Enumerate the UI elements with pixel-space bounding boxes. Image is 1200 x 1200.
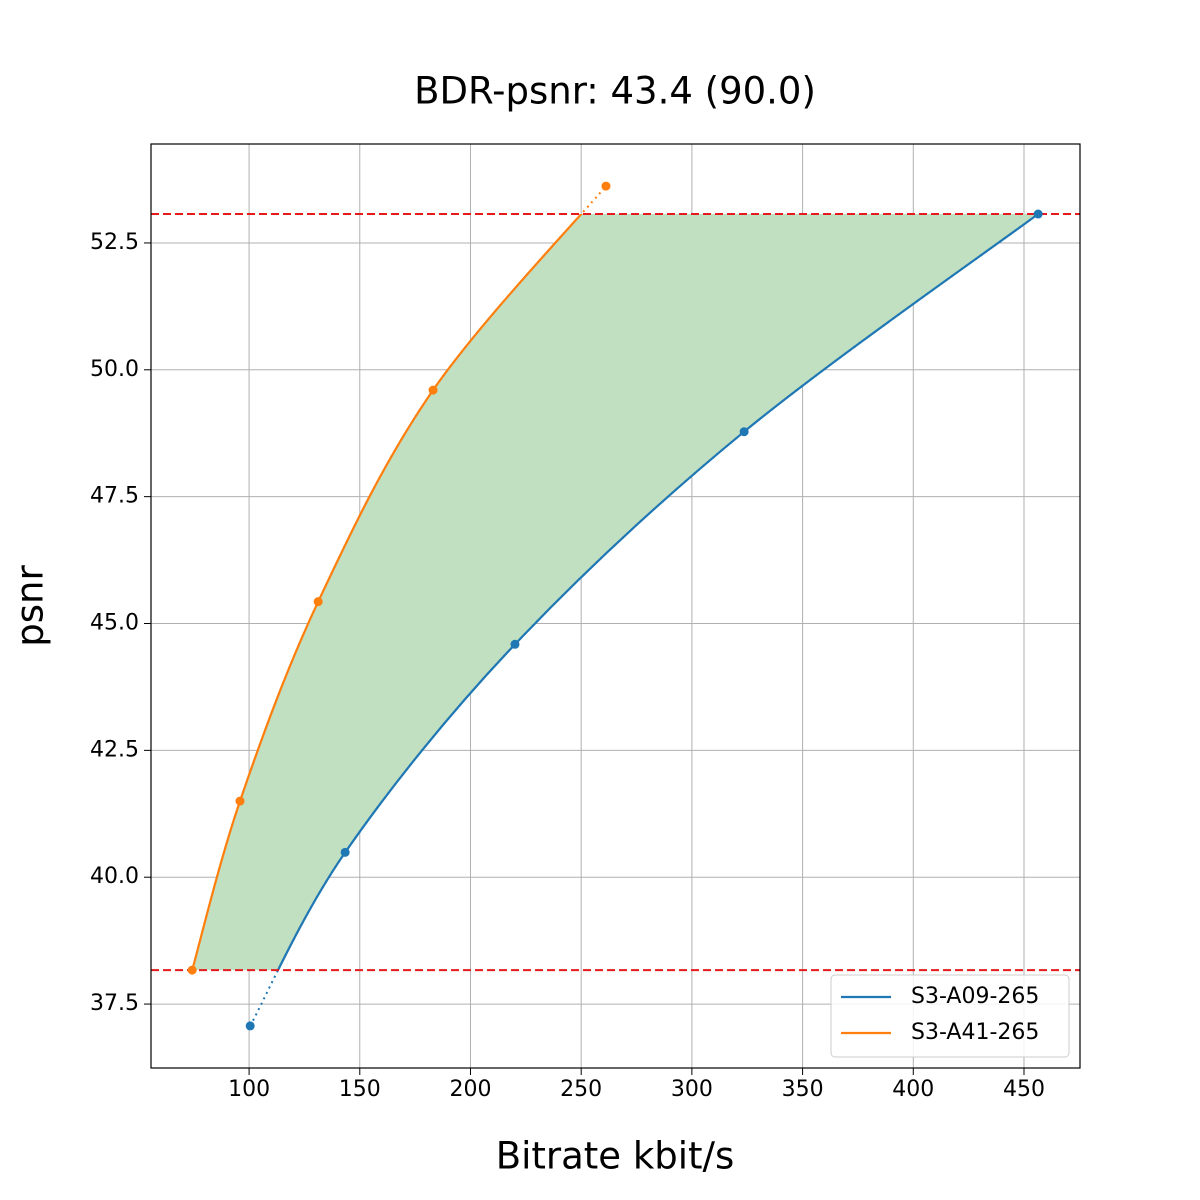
plot-frame	[150, 143, 1081, 1069]
y-axis-label: psnr	[9, 565, 52, 647]
chart-title: BDR-psnr: 43.4 (90.0)	[414, 70, 816, 113]
y-tick-label: 45.0	[90, 611, 139, 636]
point	[739, 427, 749, 437]
point	[235, 796, 245, 806]
point	[428, 385, 438, 395]
fit-curve	[276, 214, 1039, 971]
x-axis-label: Bitrate kbit/s	[496, 1135, 735, 1178]
point	[340, 847, 350, 857]
y-tick-label: 50.0	[90, 357, 139, 382]
y-tick-label: 52.5	[90, 230, 139, 255]
legend-label: S3-A41-265	[911, 1020, 1039, 1045]
bd-area	[192, 214, 1039, 971]
x-tick-label: 400	[892, 1077, 934, 1102]
y-tick-label: 40.0	[90, 864, 139, 889]
x-tick-label: 300	[671, 1077, 713, 1102]
x-tick-label: 450	[1003, 1077, 1045, 1102]
y-tick-label: 42.5	[90, 737, 139, 762]
point	[1033, 209, 1043, 219]
fit-curve	[191, 214, 583, 971]
legend-label: S3-A09-265	[911, 984, 1039, 1009]
x-tick-label: 250	[560, 1077, 602, 1102]
x-tick-label: 200	[449, 1077, 491, 1102]
point	[245, 1021, 255, 1031]
y-tick-label: 47.5	[90, 484, 139, 509]
point	[601, 181, 611, 191]
point	[313, 597, 323, 607]
x-tick-label: 150	[339, 1077, 381, 1102]
x-tick-label: 350	[782, 1077, 824, 1102]
legend-box	[830, 974, 1070, 1058]
x-tick-label: 100	[228, 1077, 270, 1102]
point	[510, 639, 520, 649]
point	[187, 965, 197, 975]
y-tick-label: 37.5	[90, 991, 139, 1016]
